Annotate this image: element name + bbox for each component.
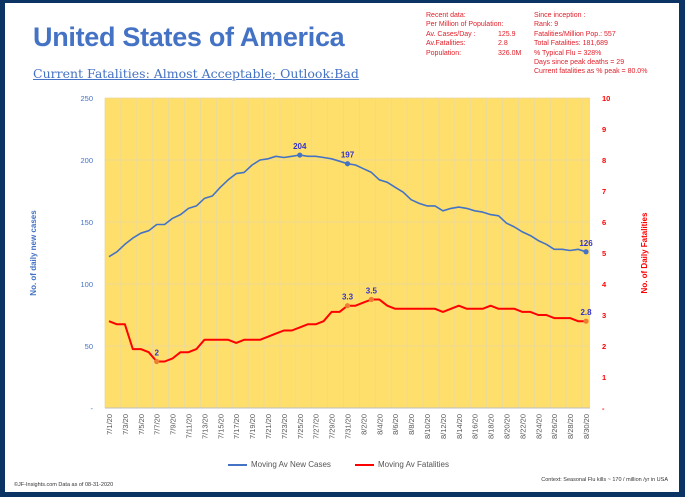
x-tick-label: 7/29/20 — [328, 414, 337, 439]
recent-data-box: Recent data: Per Million of Population: … — [426, 11, 556, 58]
inception-line: Rank: 9 — [534, 21, 559, 29]
x-tick-label: 7/21/20 — [264, 414, 273, 439]
footer-copyright: ©JF-Insights.com Data as of 08-31-2020 — [14, 482, 114, 488]
x-tick-label: 8/18/20 — [487, 414, 496, 439]
x-tick-label: 7/23/20 — [280, 414, 289, 439]
x-tick-label: 7/11/20 — [184, 414, 193, 438]
stat-row: Av. Cases/Day : 125.9 — [426, 30, 556, 39]
since-inception-box: Since inception : Rank: 9 Fatalities/Mil… — [534, 11, 684, 77]
page-subtitle: Current Fatalities: Almost Acceptable; O… — [33, 66, 359, 81]
y-right-tick-label: 6 — [602, 218, 606, 227]
stat-value: 326.0M — [498, 49, 522, 57]
data-label: 197 — [341, 151, 355, 160]
recent-data-heading: Recent data: — [426, 12, 466, 19]
legend-label-fatalities: Moving Av Fatalities — [378, 460, 449, 469]
x-tick-label: 8/24/20 — [534, 414, 543, 439]
y-left-tick-label: 250 — [80, 94, 93, 103]
x-tick-label: 8/10/20 — [423, 414, 432, 439]
x-tick-label: 8/26/20 — [550, 414, 559, 439]
legend-item-cases: Moving Av New Cases — [228, 460, 331, 469]
y-left-tick-label: 200 — [80, 156, 93, 165]
x-tick-label: 8/12/20 — [439, 414, 448, 439]
stat-row: Av.Fatalities: 2.8 — [426, 39, 556, 48]
x-tick-label: 8/20/20 — [503, 414, 512, 439]
y-left-tick-label: 100 — [80, 280, 93, 289]
y-right-tick-label: 2 — [602, 342, 606, 351]
x-tick-label: 8/30/20 — [582, 414, 591, 439]
y-left-tick-label: 50 — [85, 342, 93, 351]
data-label: 3.3 — [342, 293, 354, 302]
plot-area — [105, 98, 590, 408]
x-tick-label: 8/22/20 — [518, 414, 527, 439]
x-tick-label: 7/1/20 — [105, 414, 114, 435]
stat-value: 2.8 — [498, 40, 508, 48]
inception-line: Days since peak deaths = 29 — [534, 59, 625, 67]
x-tick-label: 8/6/20 — [391, 414, 400, 435]
y-right-tick-label: 7 — [602, 187, 606, 196]
data-label: 126 — [579, 239, 593, 248]
stat-label: Population: — [426, 49, 462, 57]
x-tick-label: 8/16/20 — [471, 414, 480, 439]
stat-value: 125.9 — [498, 30, 516, 38]
data-label: 2 — [154, 349, 159, 358]
y-right-tick-label: 10 — [602, 94, 610, 103]
y-left-tick-label: - — [91, 404, 94, 413]
footer-context: Context: Seasonal Flu kills ~ 170 / mill… — [541, 477, 668, 483]
y-right-tick-label: 9 — [602, 125, 606, 134]
inception-line: Since inception : — [534, 12, 586, 19]
y-left-axis-title: No. of daily new cases — [29, 210, 38, 296]
inception-line: Total Fatalities: 181,689 — [534, 40, 608, 48]
x-tick-label: 7/7/20 — [153, 414, 162, 435]
inception-line: Fatalities/Million Pop.: 557 — [534, 30, 616, 38]
y-right-tick-label: 5 — [602, 249, 606, 258]
y-right-tick-label: 1 — [602, 373, 606, 382]
cases-marker — [344, 161, 351, 167]
legend-swatch-cases — [228, 463, 247, 466]
y-right-tick-label: 3 — [602, 311, 606, 320]
x-tick-label: 7/31/20 — [344, 414, 353, 439]
x-tick-label: 8/28/20 — [566, 414, 575, 439]
fatalities-marker — [368, 296, 374, 303]
legend-item-fatalities: Moving Av Fatalities — [355, 460, 449, 469]
x-tick-label: 7/13/20 — [200, 414, 209, 439]
x-tick-label: 7/25/20 — [296, 414, 305, 439]
data-label: 2.8 — [580, 308, 592, 317]
x-tick-label: 8/2/20 — [359, 414, 368, 435]
y-right-tick-label: - — [602, 404, 605, 413]
y-left-tick-label: 150 — [80, 218, 93, 227]
x-tick-label: 8/4/20 — [375, 414, 384, 435]
legend-swatch-fatalities — [355, 463, 374, 466]
recent-data-subheading: Per Million of Population: — [426, 21, 504, 29]
x-tick-label: 7/3/20 — [121, 414, 130, 435]
data-label: 204 — [293, 142, 307, 151]
y-right-axis-title: No. of Daily Fatalities — [640, 212, 649, 293]
fatalities-marker — [154, 358, 160, 365]
inception-line: Current fatalities as % peak = 80.0% — [534, 68, 648, 76]
x-tick-label: 8/8/20 — [407, 414, 416, 435]
x-tick-label: 7/9/20 — [169, 414, 178, 435]
x-tick-label: 7/17/20 — [232, 414, 241, 439]
fatalities-marker — [583, 318, 589, 324]
inception-line: % Typical Flu = 328% — [534, 49, 602, 57]
y-right-tick-label: 4 — [602, 280, 607, 289]
x-tick-label: 7/5/20 — [137, 414, 146, 435]
data-label: 3.5 — [366, 287, 378, 296]
stat-label: Av. Cases/Day : — [426, 30, 476, 38]
x-tick-label: 7/27/20 — [312, 414, 321, 439]
x-tick-label: 8/14/20 — [455, 414, 464, 439]
cases-marker — [297, 152, 303, 158]
y-right-tick-label: 8 — [602, 156, 606, 165]
x-tick-label: 7/15/20 — [216, 414, 225, 439]
stat-row: Population: 326.0M — [426, 49, 556, 58]
cases-marker — [583, 249, 589, 255]
fatalities-marker — [344, 303, 351, 309]
stat-label: Av.Fatalities: — [426, 40, 466, 48]
x-tick-label: 7/19/20 — [248, 414, 257, 439]
legend-label-cases: Moving Av New Cases — [251, 460, 331, 469]
page-title: United States of America — [33, 22, 345, 52]
